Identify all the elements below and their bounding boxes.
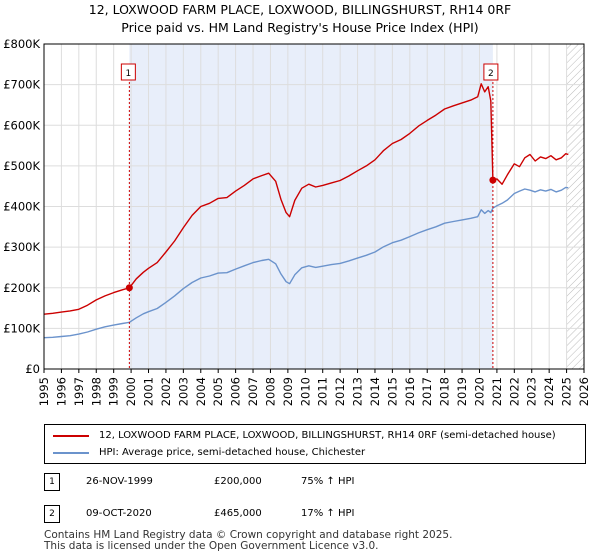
x-tick-label: 2026	[577, 377, 591, 406]
footer-line-1: Contains HM Land Registry data © Crown c…	[44, 529, 453, 541]
x-tick-label: 2015	[385, 377, 399, 406]
x-tick-label: 2019	[455, 377, 469, 406]
plot-frame	[43, 43, 585, 370]
transaction-row: 2 09-OCT-2020 £465,000 17% ↑ HPI	[44, 504, 584, 524]
x-tick-label: 2025	[560, 377, 574, 406]
x-tick-label: 2002	[159, 377, 173, 406]
transaction-hpi: 17% ↑ HPI	[301, 508, 355, 519]
x-tick-label: 2013	[351, 377, 365, 406]
x-tick-label: 2007	[246, 377, 260, 406]
x-tick-label: 2011	[316, 377, 330, 406]
x-tick-label: 2016	[403, 377, 417, 406]
chart-subtitle: Price paid vs. HM Land Registry's House …	[121, 20, 479, 35]
chart-title: 12, LOXWOOD FARM PLACE, LOXWOOD, BILLING…	[88, 2, 512, 17]
x-tick-label: 2005	[211, 377, 225, 406]
footer-line-2: This data is licensed under the Open Gov…	[44, 540, 379, 552]
transaction-row: 1 26-NOV-1999 £200,000 75% ↑ HPI	[44, 472, 584, 492]
x-tick-label: 1998	[89, 377, 103, 406]
y-tick-label: £200K	[3, 281, 40, 295]
y-tick-label: £300K	[3, 240, 40, 254]
transaction-date: 26-NOV-1999	[86, 476, 153, 487]
y-tick-label: £0	[25, 362, 40, 376]
transaction-price: £465,000	[214, 508, 262, 519]
price-chart: 1 2 £0 £100K £200K £300K £400K £500K £600K £700K…	[3, 37, 591, 406]
y-tick-label: £500K	[3, 159, 40, 173]
x-tick-label: 2017	[420, 377, 434, 406]
legend-swatch-hpi	[53, 452, 89, 454]
y-tick-label: £400K	[3, 200, 40, 214]
x-tick-label: 2001	[142, 377, 156, 406]
sale-marker-label: 2	[488, 69, 494, 79]
x-tick-label: 2020	[472, 377, 486, 406]
x-tick-label: 2008	[263, 377, 277, 406]
x-tick-label: 2021	[490, 377, 504, 406]
x-tick-label: 2012	[333, 377, 347, 406]
x-tick-label: 1996	[54, 377, 68, 406]
sale-marker-box	[483, 63, 499, 81]
x-tick-label: 2009	[281, 377, 295, 406]
transaction-hpi: 75% ↑ HPI	[301, 476, 355, 487]
x-tick-label: 2022	[507, 377, 521, 406]
footer: Contains HM Land Registry data © Crown c…	[44, 530, 584, 552]
x-tick-label: 2024	[542, 377, 556, 406]
x-tick-label: 1999	[107, 377, 121, 406]
legend-label-price: 12, LOXWOOD FARM PLACE, LOXWOOD, BILLING…	[99, 430, 556, 441]
y-tick-label: £800K	[3, 37, 40, 51]
hpi-line	[44, 186, 569, 339]
sale-point	[489, 176, 497, 184]
x-tick-label: 1995	[37, 377, 51, 406]
transaction-date: 09-OCT-2020	[86, 508, 152, 519]
x-tick-label: 1997	[72, 377, 86, 406]
x-tick-label: 2018	[438, 377, 452, 406]
legend: 12, LOXWOOD FARM PLACE, LOXWOOD, BILLING…	[44, 424, 586, 464]
transaction-badge: 1	[44, 473, 60, 491]
legend-label-hpi: HPI: Average price, semi-detached house,…	[99, 447, 366, 458]
x-tick-label: 2003	[176, 377, 190, 406]
sale-marker-label: 1	[125, 69, 131, 79]
transaction-badge: 2	[44, 505, 60, 523]
price-paid-line	[44, 83, 569, 315]
legend-swatch-price	[53, 435, 89, 437]
x-tick-label: 2023	[525, 377, 539, 406]
x-tick-label: 2014	[368, 377, 382, 406]
sale-marker-box	[120, 63, 136, 81]
x-tick-label: 2010	[298, 377, 312, 406]
sale-point	[125, 284, 133, 292]
y-tick-label: £600K	[3, 118, 40, 132]
y-tick-label: £100K	[3, 321, 40, 335]
x-tick-label: 2006	[229, 377, 243, 406]
y-tick-label: £700K	[3, 78, 40, 92]
x-tick-label: 2004	[194, 377, 208, 406]
transaction-price: £200,000	[214, 476, 262, 487]
x-tick-label: 2000	[124, 377, 138, 406]
